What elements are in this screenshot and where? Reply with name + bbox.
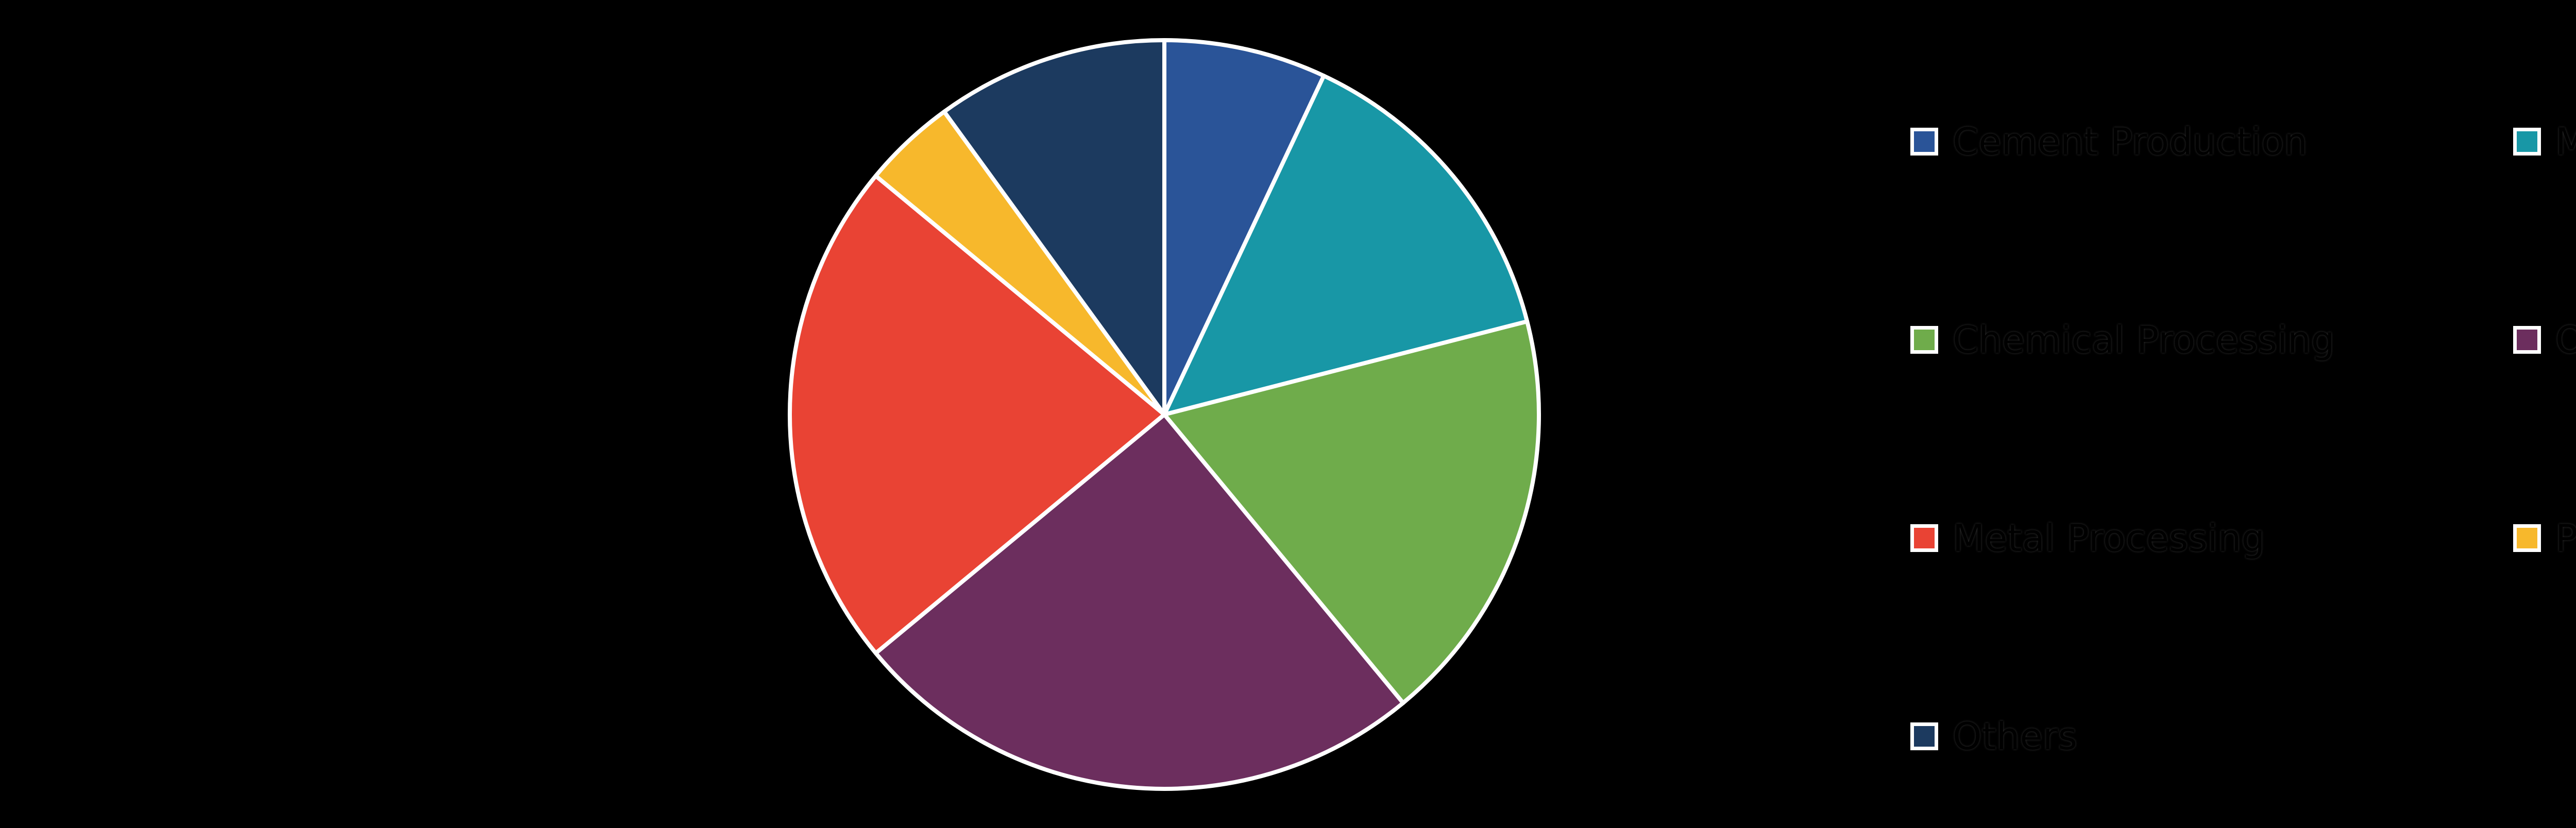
legend-item-mining: Mining: [2513, 123, 2576, 160]
pie-wedge-oil-and-gas: [873, 412, 1405, 791]
pie-wedge-cement-production: [1162, 38, 1326, 417]
legend-swatch-metal-processing: [1910, 524, 1938, 552]
legend-label: Mining: [2555, 120, 2576, 163]
pie-wedge-others: [942, 38, 1166, 417]
pie-wedge-metal-processing: [788, 174, 1166, 656]
legend-label: Oil & Gas: [2555, 318, 2576, 361]
legend-item-cement-production: Cement Production: [1910, 123, 2308, 160]
legend-item-metal-processing: Metal Processing: [1910, 520, 2265, 557]
legend-item-paper-manufacturing: Paper Manufacturing: [2513, 520, 2576, 557]
legend-label: Cement Production: [1953, 120, 2308, 163]
legend-label: Metal Processing: [1953, 516, 2265, 560]
legend-swatch-oil-and-gas: [2513, 326, 2541, 354]
legend-item-others: Others: [1910, 718, 2077, 755]
legend-item-chemical-processing: Chemical Processing: [1910, 321, 2334, 358]
legend-item-oil-and-gas: Oil & Gas: [2513, 321, 2576, 358]
legend-label: Paper Manufacturing: [2555, 516, 2576, 560]
legend-label: Chemical Processing: [1953, 318, 2335, 361]
legend-label: Others: [1953, 715, 2077, 758]
legend-swatch-cement-production: [1910, 128, 1938, 156]
legend-swatch-mining: [2513, 128, 2541, 156]
legend-swatch-others: [1910, 722, 1938, 750]
legend-swatch-paper-manufacturing: [2513, 524, 2541, 552]
pie-wedge-mining: [1162, 74, 1530, 417]
legend-swatch-chemical-processing: [1910, 326, 1938, 354]
pie-wedge-chemical-processing: [1162, 319, 1541, 705]
